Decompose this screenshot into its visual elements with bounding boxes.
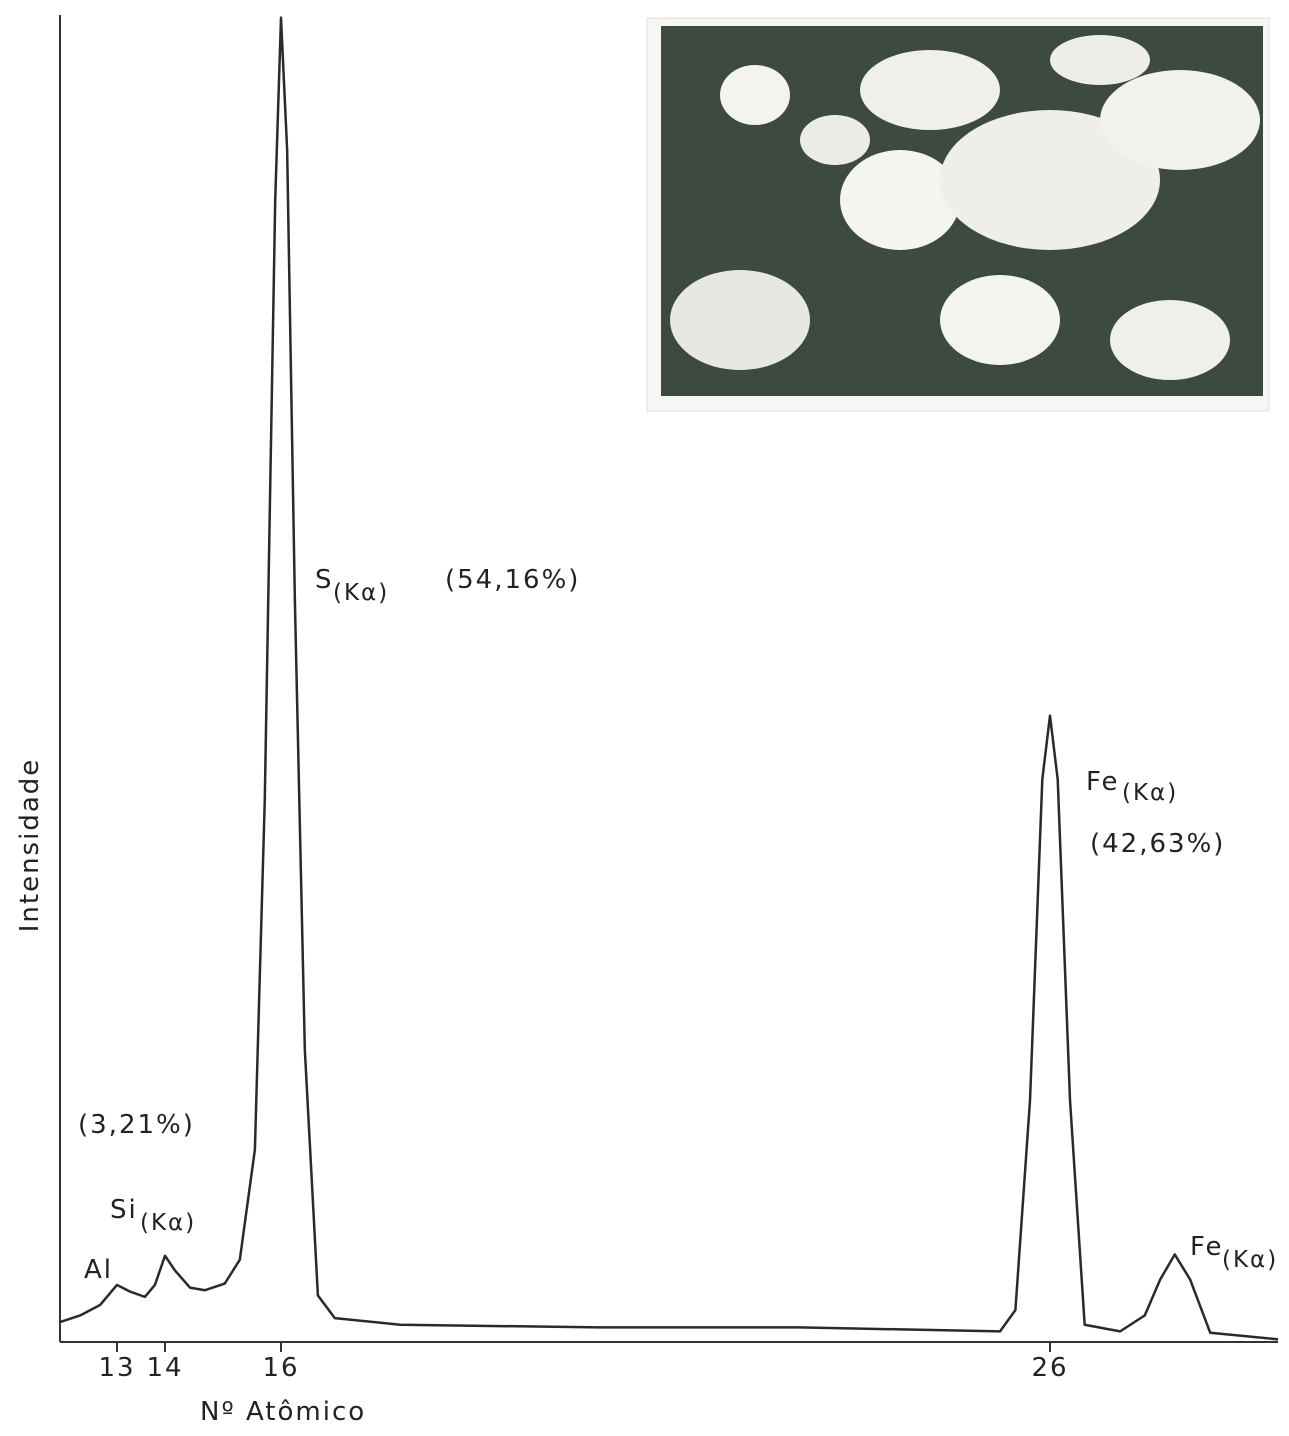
y-axis-label: Intensidade	[15, 758, 45, 933]
peak-line: (Kα)	[333, 580, 389, 606]
peak-label: Si	[110, 1195, 138, 1225]
peak-percent: (42,63%)	[1090, 829, 1225, 859]
spectrum-line	[59, 16, 1279, 1341]
peak-percent: (3,21%)	[78, 1110, 195, 1140]
peak-label: S	[315, 565, 334, 595]
x-tick-label: 16	[262, 1353, 299, 1383]
x-tick-label: 26	[1031, 1353, 1068, 1383]
peak-label: Al	[84, 1255, 113, 1285]
inset-photo	[646, 17, 1270, 412]
x-axis-label: Nº Atômico	[200, 1397, 366, 1427]
peak-percent: (54,16%)	[445, 565, 580, 595]
x-tick-label: 13	[98, 1353, 135, 1383]
peak-label: Fe	[1086, 767, 1120, 797]
x-tick-label: 14	[146, 1353, 183, 1383]
peak-line: (Kα)	[1222, 1247, 1278, 1273]
peak-line: (Kα)	[140, 1210, 196, 1236]
peak-line: (Kα)	[1122, 780, 1178, 806]
peak-label: Fe	[1190, 1232, 1224, 1262]
